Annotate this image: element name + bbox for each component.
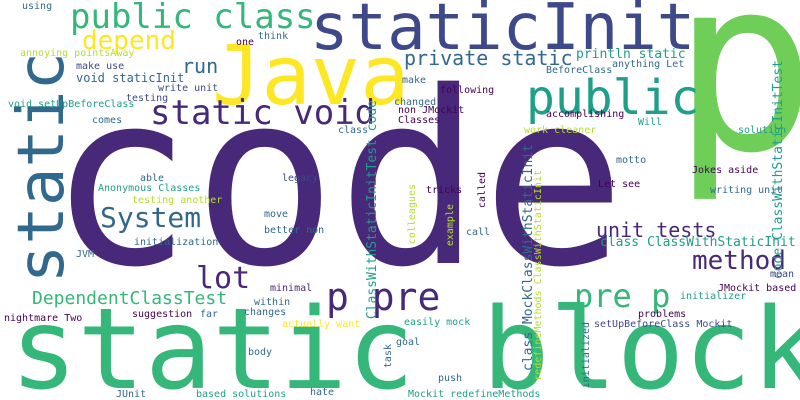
word-non-jmockit: non JMockit <box>398 105 465 116</box>
word-motto: motto <box>616 155 647 166</box>
word-based-solutions: based solutions <box>196 389 287 400</box>
word-p: p <box>672 0 800 206</box>
word-call: call <box>466 227 491 238</box>
word-able: able <box>140 173 165 184</box>
word-called: called <box>477 172 488 209</box>
word-void-setupbeforeclass: void setUpBeforeClass <box>8 99 135 110</box>
word-anything-let: anything Let <box>612 59 685 70</box>
word-following: following <box>440 85 495 96</box>
word-better-non: better non <box>264 225 325 236</box>
word-method: method <box>692 246 786 276</box>
word-using: using <box>22 1 53 12</box>
word-classes: Classes <box>398 115 441 126</box>
word-writing-unit: writing unit <box>710 185 783 196</box>
word-jokes-aside: Jokes aside <box>692 165 759 176</box>
word-make: make <box>402 75 427 86</box>
word-private-static: private static <box>404 46 573 70</box>
word-junit: JUnit <box>116 389 147 400</box>
word-body: body <box>248 347 273 358</box>
word-static-void: static void <box>150 93 376 133</box>
word-redefinemethods-classwithstaticinit: redefineMethods ClassWithStaticInit <box>533 170 544 381</box>
word-think: think <box>258 31 289 42</box>
word-public: public <box>526 70 700 126</box>
word-static: static <box>5 52 79 284</box>
word-println-static: println static <box>576 47 686 62</box>
word-depend: depend <box>82 26 176 56</box>
word-staticinit: staticInit <box>310 0 696 65</box>
word-unit-tests: unit tests <box>596 218 717 242</box>
word-initialization: initialization <box>134 237 219 248</box>
word-within: within <box>254 297 291 308</box>
word-class: class <box>338 125 369 136</box>
word-write-unit: write unit <box>158 83 219 94</box>
word-problems: problems <box>638 309 687 320</box>
word-pre-p: pre p <box>574 277 671 315</box>
word-initialized: initialized <box>581 322 592 389</box>
word-annoying-pointsaway: annoying pointsAway <box>20 48 135 59</box>
word-p-pre: p pre <box>326 275 441 319</box>
word-public-class: public class <box>70 0 316 37</box>
word-mockit-redefinemethods: Mockit redefineMethods <box>408 389 541 400</box>
word-setupbeforeclass-mockit: setUpBeforeClass Mockit <box>594 319 733 330</box>
word-beforeclass: BeforeClass <box>546 65 613 76</box>
word-colleagues: colleagues <box>407 184 418 245</box>
word-push: push <box>438 373 463 384</box>
word-actually-want: actually want <box>282 319 361 330</box>
word-one: one <box>236 37 255 48</box>
word-initializer: initializer <box>680 291 747 302</box>
word-class-classwithstaticinit: class ClassWithStaticInit <box>600 235 796 250</box>
word-anonymous-classes: Anonymous Classes <box>98 183 201 194</box>
word-nightmare-two: nightmare Two <box>4 313 83 324</box>
word-java: Java <box>212 29 410 124</box>
word-comes: comes <box>92 115 123 126</box>
word-example: example <box>445 204 456 247</box>
word-jmockit-based: JMockit based <box>718 283 797 294</box>
word-let-see: Let see <box>598 179 641 190</box>
word-void-staticinit: void staticInit <box>76 71 185 85</box>
word-task: task <box>383 344 394 369</box>
word-code: code <box>48 40 626 320</box>
word-code-classwithstaticinittest: code ClassWithStaticInitTest <box>771 60 786 280</box>
word-make-use: make use <box>76 61 125 72</box>
word-goal: goal <box>396 337 421 348</box>
word-work-cleaner: work cleaner <box>524 125 597 136</box>
word-jvm: JVM <box>76 249 95 260</box>
word-easily-mock: easily mock <box>404 317 471 328</box>
word-lot: lot <box>196 261 251 296</box>
word-tricks: tricks <box>426 185 463 196</box>
word-accomplishing: accomplishing <box>546 109 625 120</box>
word-solution: solution <box>738 125 787 136</box>
word-testing-another: testing another <box>132 195 223 206</box>
word-minimal: minimal <box>270 283 313 294</box>
word-far: far <box>200 309 219 320</box>
word-legacy: legacy <box>282 173 319 184</box>
word-dependentclasstest: DependentClassTest <box>32 288 228 309</box>
word-static-block: static block <box>10 285 800 400</box>
word-run: run <box>182 54 219 78</box>
word-testing: testing <box>126 93 169 104</box>
word-will: Will <box>638 117 663 128</box>
word-suggestion: suggestion <box>132 309 193 320</box>
word-hate: hate <box>310 387 335 398</box>
word-system: System <box>100 201 202 234</box>
word-changed: changed <box>394 97 437 108</box>
word-mean: mean <box>770 269 795 280</box>
word-move: move <box>264 209 289 220</box>
word-changes: changes <box>244 307 287 318</box>
